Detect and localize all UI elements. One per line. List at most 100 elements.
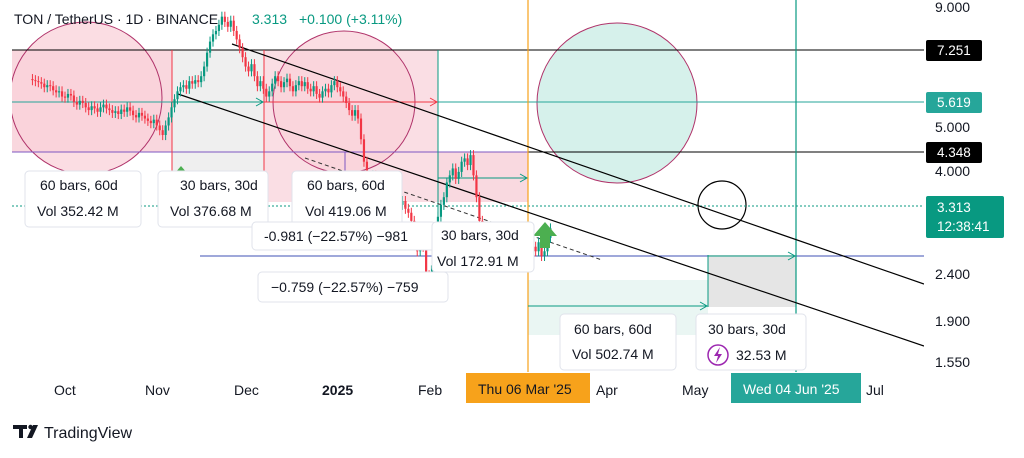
price-tag-last[interactable]: 3.313 12:38:41 — [926, 196, 1004, 238]
x-tick-feb: Feb — [418, 382, 442, 398]
x-tick-dec: Dec — [234, 382, 259, 398]
y-tick-4000: 4.000 — [935, 163, 970, 179]
candle-body — [203, 66, 206, 77]
measure-box-5-line2: Vol 172.91 M — [437, 253, 519, 269]
arrow-head-5 — [787, 251, 797, 261]
candle-body — [288, 78, 292, 87]
candle-body — [312, 86, 315, 92]
candle-body — [96, 108, 99, 112]
candle-body — [232, 20, 235, 31]
candle-body — [454, 168, 457, 179]
candle-body — [129, 107, 132, 111]
tradingview-logo: TradingView — [13, 424, 132, 442]
candle-body — [540, 242, 543, 256]
candle-body — [297, 81, 300, 86]
candle-body — [327, 88, 330, 93]
candle-body — [351, 110, 354, 116]
candle-body — [241, 48, 244, 58]
candle-body — [445, 182, 448, 198]
candle-body — [194, 80, 197, 84]
candle-body — [271, 83, 274, 92]
candle-body — [238, 39, 241, 49]
candle-body — [309, 88, 312, 92]
circle-teal[interactable] — [536, 22, 698, 184]
measure-box-7[interactable]: 60 bars, 60d Vol 502.74 M — [559, 313, 677, 371]
candle-body — [114, 111, 117, 113]
candle-body — [294, 85, 297, 92]
candle-body — [197, 80, 200, 83]
candle-body — [339, 87, 342, 92]
measure-box-6[interactable]: −0.759 (−22.57%) −759 — [257, 271, 449, 303]
measure-box-2[interactable]: 30 bars, 30d Vol 376.68 M — [157, 170, 269, 228]
grey-range-2 — [708, 255, 796, 307]
candle-body — [442, 197, 445, 205]
candle-body — [285, 78, 289, 83]
candle-body — [155, 119, 158, 126]
trendline-lower[interactable] — [177, 93, 924, 347]
trendline-upper[interactable] — [231, 43, 924, 285]
candle-body — [117, 111, 120, 115]
candle-body — [256, 76, 259, 87]
candle-body — [475, 175, 478, 198]
price-axis[interactable]: 9.000 5.000 4.000 2.400 1.900 1.550 7.25… — [926, 0, 1004, 370]
time-axis[interactable]: Oct Nov Dec 2025 Feb Apr May Jul Thu 06 … — [54, 373, 884, 403]
circle-black[interactable] — [697, 180, 747, 230]
candle-body — [205, 52, 209, 67]
date-tag-jun04[interactable]: Wed 04 Jun '25 — [731, 373, 861, 403]
measure-box-8-line2: 32.53 M — [736, 347, 787, 363]
candle-body — [93, 106, 96, 109]
x-tick-nov: Nov — [145, 382, 170, 398]
measure-box-4[interactable]: -0.981 (−22.57%) −981 — [251, 221, 437, 251]
measure-box-5[interactable]: 30 bars, 30d Vol 172.91 M — [431, 221, 535, 273]
candle-body — [60, 91, 64, 97]
price-tag-4348[interactable]: 4.348 — [926, 142, 982, 163]
candle-body — [217, 24, 221, 31]
candle-body — [534, 246, 537, 252]
candle-body — [31, 79, 34, 81]
candle-body — [75, 101, 78, 105]
candle-body — [466, 158, 469, 166]
candle-body — [451, 168, 454, 176]
candle-body — [211, 34, 215, 42]
candle-body — [356, 110, 360, 119]
date-tag-mar06[interactable]: Thu 06 Mar '25 — [466, 373, 590, 403]
lightning-bolt — [714, 347, 722, 363]
candle-body — [123, 109, 126, 112]
y-tick-1900: 1.900 — [935, 313, 970, 329]
candle-body — [253, 64, 256, 77]
candle-body — [37, 81, 40, 83]
candle-body — [324, 88, 327, 92]
candle-body — [81, 100, 84, 103]
candle-body — [277, 76, 280, 82]
measure-box-3-line1: 60 bars, 60d — [307, 177, 385, 193]
candle-body — [279, 81, 283, 88]
candle-body — [303, 82, 306, 87]
candle-body — [365, 161, 369, 179]
candle-body — [537, 242, 540, 252]
measure-box-3[interactable]: 60 bars, 60d Vol 419.06 M — [291, 170, 403, 228]
candle-body — [214, 30, 218, 35]
measure-box-8[interactable]: 30 bars, 30d 32.53 M — [695, 313, 807, 371]
measure-box-6-line1: −0.759 (−22.57%) −759 — [271, 279, 419, 295]
measure-box-5-line1: 30 bars, 30d — [441, 227, 519, 243]
candle-body — [170, 107, 173, 118]
candle-body — [84, 102, 87, 108]
candle-body — [439, 204, 443, 217]
arrow-head-3 — [519, 173, 529, 183]
date-tag-jun04-label: Wed 04 Jun '25 — [743, 381, 840, 397]
candle-body — [247, 66, 250, 72]
candle-body — [250, 64, 253, 72]
price-tag-7251[interactable]: 7.251 — [926, 40, 982, 61]
price-tag-5619[interactable]: 5.619 — [926, 92, 982, 113]
candle-body — [226, 21, 229, 27]
candle-body — [105, 104, 108, 109]
measure-box-1[interactable]: 60 bars, 60d Vol 352.42 M — [24, 170, 142, 228]
candle-body — [448, 175, 451, 183]
candle-body — [333, 81, 336, 86]
measure-box-1-line1: 60 bars, 60d — [40, 177, 118, 193]
price-tag-last-label: 3.313 — [937, 200, 971, 215]
candle-body — [306, 82, 309, 89]
candle-body — [46, 85, 49, 88]
